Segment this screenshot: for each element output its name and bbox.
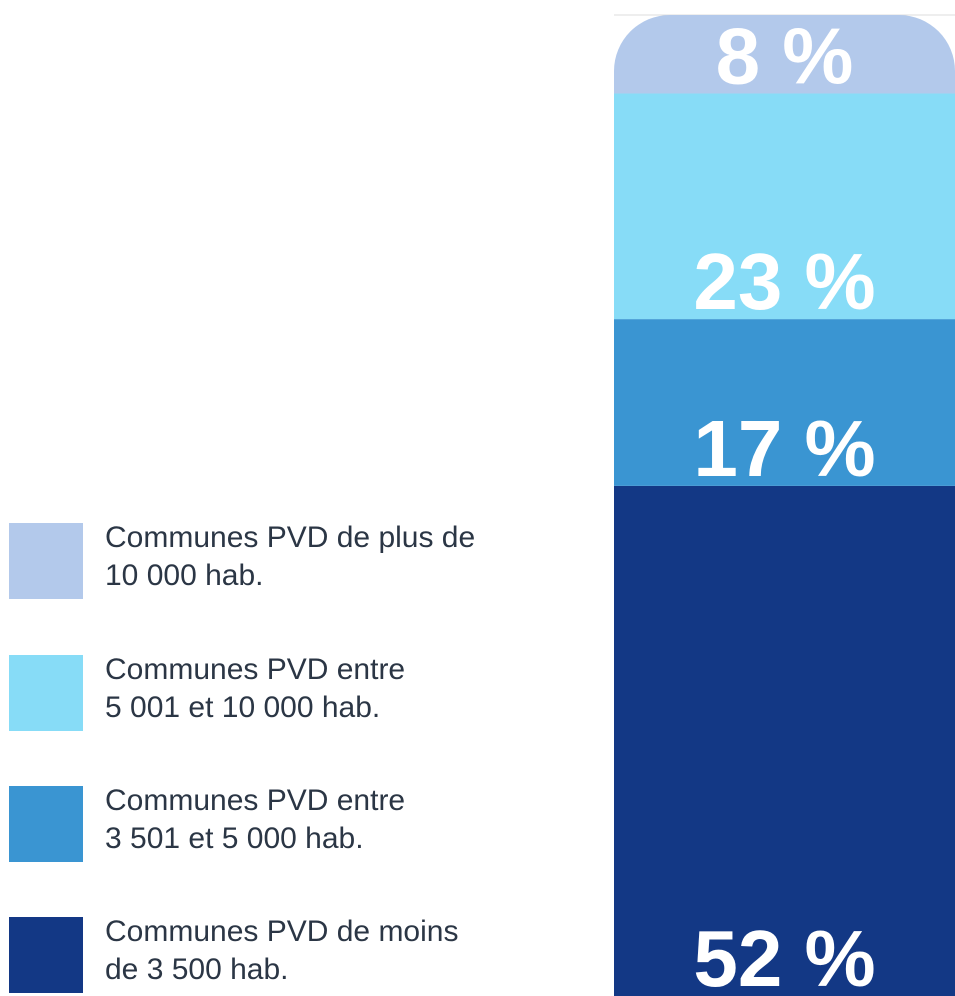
legend-swatch bbox=[9, 655, 83, 731]
legend-swatch bbox=[9, 786, 83, 862]
legend-label: Communes PVD de moins de 3 500 hab. bbox=[105, 915, 459, 986]
legend-label: Communes PVD de plus de 10 000 hab. bbox=[105, 521, 476, 592]
value-label: 8 % bbox=[716, 11, 854, 100]
value-label: 23 % bbox=[693, 237, 875, 326]
bar-segment bbox=[614, 485, 955, 996]
legend-label: Communes PVD entre 3 501 et 5 000 hab. bbox=[105, 784, 406, 855]
value-label: 52 % bbox=[693, 914, 875, 996]
bar-segment bbox=[614, 15, 955, 94]
legend-swatch bbox=[9, 917, 83, 993]
stack bbox=[614, 15, 955, 996]
legend-swatch bbox=[9, 523, 83, 599]
bar-segment bbox=[614, 93, 955, 320]
legend-label: Communes PVD entre 5 001 et 10 000 hab. bbox=[105, 653, 406, 724]
bar-segment bbox=[614, 319, 955, 486]
value-label: 17 % bbox=[693, 404, 875, 493]
